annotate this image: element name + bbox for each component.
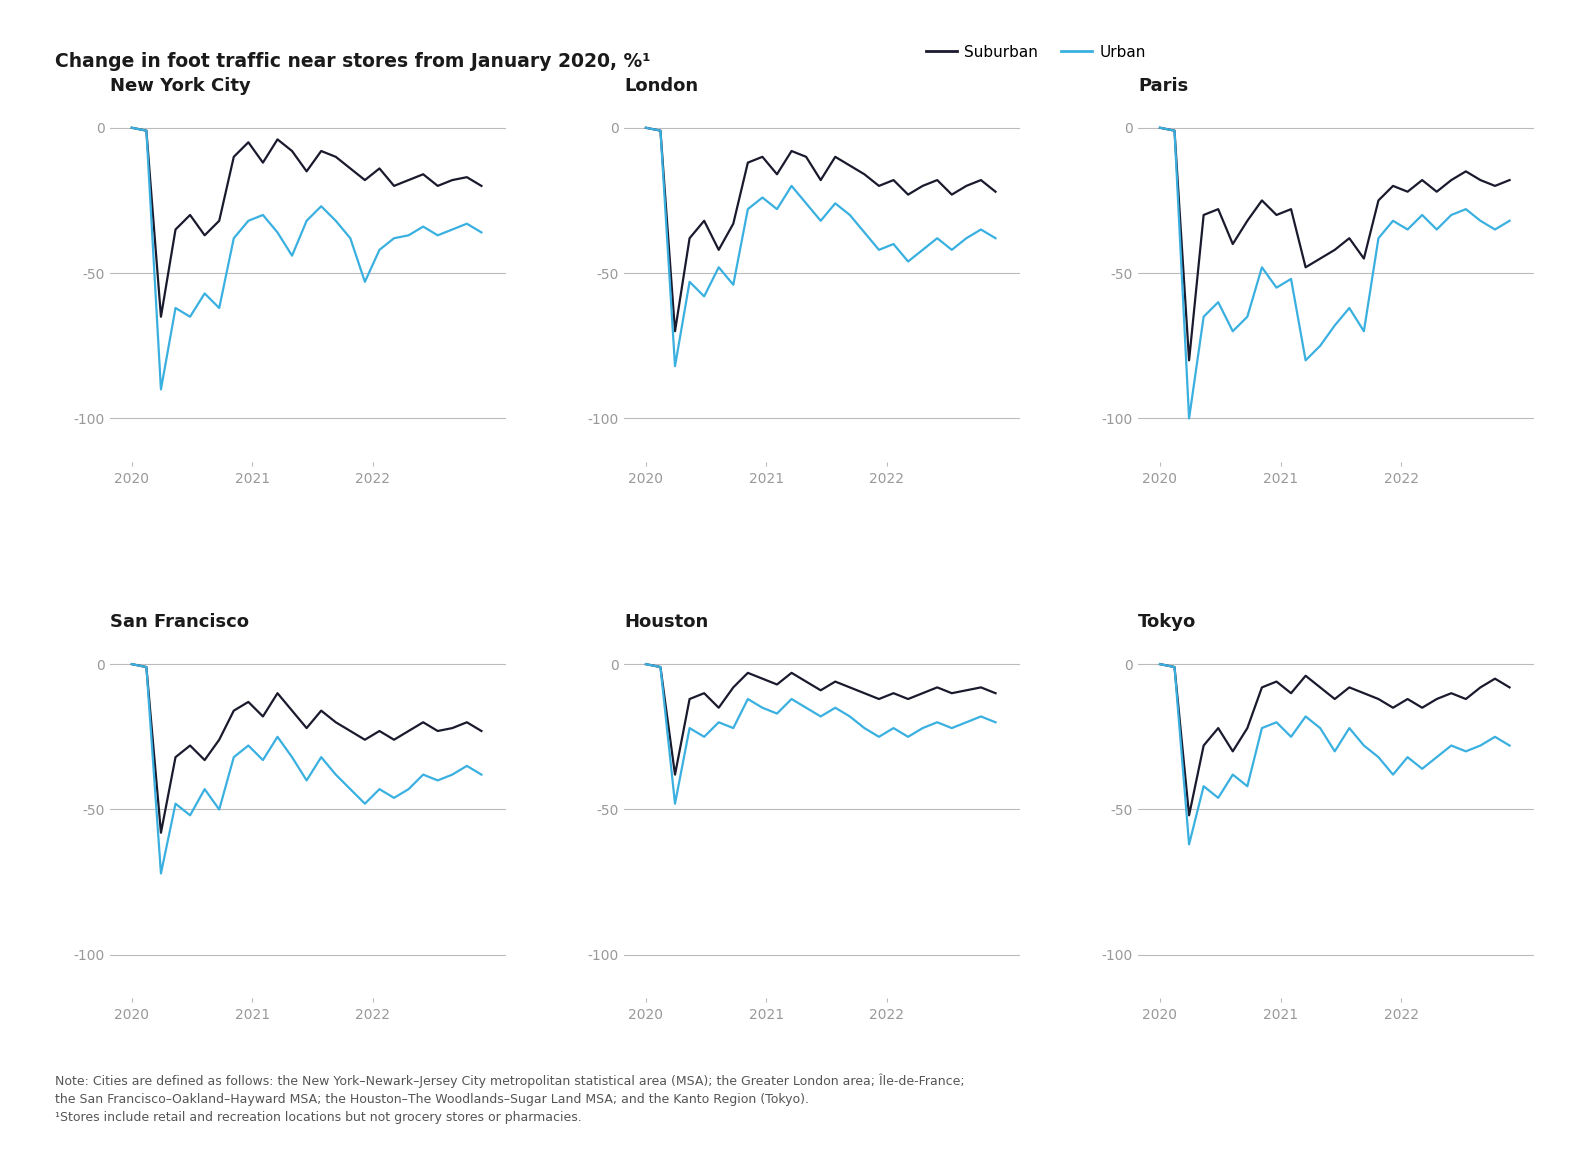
Legend: Suburban, Urban: Suburban, Urban — [920, 38, 1151, 66]
Text: Change in foot traffic near stores from January 2020, %¹: Change in foot traffic near stores from … — [55, 52, 651, 71]
Text: London: London — [624, 77, 698, 94]
Text: Houston: Houston — [624, 613, 708, 630]
Text: Paris: Paris — [1139, 77, 1189, 94]
Text: Note: Cities are defined as follows: the New York–Newark–Jersey City metropolita: Note: Cities are defined as follows: the… — [55, 1074, 964, 1124]
Text: Tokyo: Tokyo — [1139, 613, 1197, 630]
Text: New York City: New York City — [110, 77, 250, 94]
Text: San Francisco: San Francisco — [110, 613, 249, 630]
